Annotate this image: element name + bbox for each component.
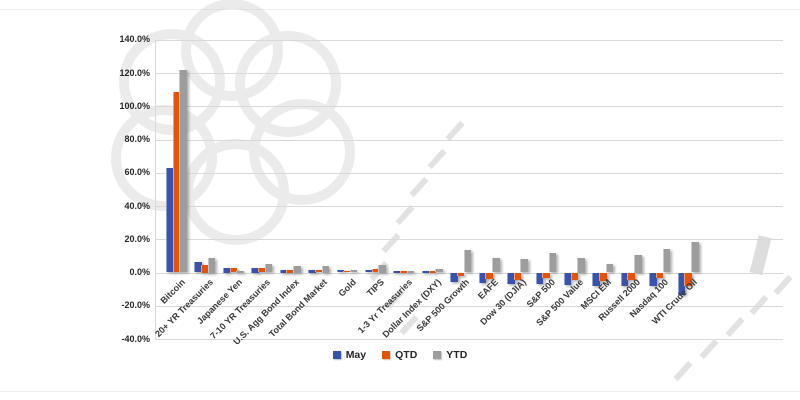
bar-ytd-1	[207, 257, 216, 273]
bar-may-16	[620, 273, 629, 286]
bar-qtd-8	[400, 271, 408, 273]
bar-qtd-5	[314, 269, 323, 273]
bar-qtd-6	[343, 270, 351, 273]
y-axis-tick-label: -20.0%	[121, 300, 150, 311]
bar-may-2	[222, 267, 231, 273]
bar-qtd-16	[627, 273, 635, 280]
bar-may-18	[677, 273, 686, 295]
bar-ytd-4	[293, 265, 301, 273]
frame-line-top	[0, 9, 800, 10]
bar-may-9	[421, 271, 430, 273]
legend-swatch-may	[332, 351, 341, 359]
bar-qtd-0	[172, 92, 181, 273]
bar-qtd-10	[456, 273, 465, 276]
y-axis-tick-label: -40.0%	[121, 333, 150, 344]
y-axis-tick-label: 140.0%	[119, 34, 150, 45]
bar-qtd-9	[428, 271, 436, 273]
y-axis-tick-label: 0.0%	[129, 267, 150, 277]
bar-may-3	[251, 267, 259, 273]
y-gridline	[155, 39, 783, 41]
bar-ytd-15	[605, 264, 614, 273]
bar-may-15	[592, 273, 600, 287]
bar-qtd-18	[684, 273, 692, 287]
bar-qtd-14	[570, 273, 579, 280]
bar-ytd-2	[236, 270, 244, 273]
y-gridline	[155, 305, 783, 307]
bar-qtd-17	[655, 273, 664, 278]
legend-item-ytd: YTD	[433, 349, 467, 361]
bar-may-7	[364, 269, 373, 273]
frame-line-bottom	[0, 391, 800, 392]
bar-qtd-3	[258, 268, 266, 273]
bar-may-0	[166, 167, 174, 273]
bar-ytd-8	[406, 270, 415, 273]
y-gridline	[155, 206, 783, 207]
bar-ytd-14	[577, 257, 585, 273]
bar-qtd-12	[513, 273, 522, 280]
y-gridline	[155, 139, 783, 141]
legend-swatch-qtd	[382, 351, 391, 359]
bar-ytd-16	[634, 255, 642, 273]
bar-may-1	[194, 261, 202, 273]
y-gridline	[155, 239, 783, 241]
y-gridline	[155, 172, 783, 174]
y-axis-tick-label: 100.0%	[119, 100, 150, 111]
bar-may-17	[649, 273, 657, 286]
bar-qtd-1	[201, 265, 209, 273]
bar-may-8	[393, 271, 401, 273]
bar-may-10	[450, 273, 458, 283]
bar-ytd-3	[264, 264, 273, 273]
y-axis-line	[155, 39, 156, 340]
y-axis-tick-label: 40.0%	[124, 200, 150, 211]
y-gridline	[155, 73, 783, 74]
bar-ytd-0	[179, 69, 187, 273]
bar-may-5	[308, 269, 316, 273]
y-gridline	[155, 272, 783, 274]
bar-ytd-17	[662, 249, 670, 273]
bar-qtd-4	[286, 269, 294, 273]
bar-ytd-11	[492, 258, 500, 273]
y-axis-tick-label: 60.0%	[124, 167, 150, 178]
bar-may-4	[279, 269, 288, 273]
bar-ytd-6	[349, 269, 358, 273]
bar-qtd-13	[542, 273, 550, 278]
bar-ytd-9	[435, 268, 443, 273]
y-axis-tick-label: 120.0%	[119, 67, 150, 78]
bar-may-6	[336, 269, 344, 273]
bar-may-11	[478, 273, 487, 283]
bar-qtd-2	[229, 268, 237, 273]
y-axis-tick-label: 80.0%	[124, 134, 150, 144]
bar-ytd-12	[520, 259, 528, 273]
legend-swatch-ytd	[433, 351, 442, 359]
bar-ytd-5	[321, 265, 329, 273]
bar-ytd-13	[548, 253, 557, 273]
y-axis-tick-label: 20.0%	[124, 233, 150, 244]
bar-may-12	[507, 273, 515, 285]
bar-qtd-15	[599, 273, 607, 281]
y-gridline	[155, 106, 783, 108]
bar-ytd-18	[691, 241, 699, 273]
bar-may-13	[535, 273, 543, 284]
legend-item-qtd: QTD	[382, 349, 417, 361]
legend-item-may: May	[332, 349, 367, 361]
legend-label: May	[345, 349, 367, 361]
bar-qtd-11	[485, 273, 493, 279]
bar-ytd-7	[378, 265, 386, 273]
y-gridline	[155, 339, 783, 340]
bar-may-14	[563, 273, 572, 285]
legend-label: QTD	[395, 349, 418, 361]
chart-legend: May QTD YTD	[55, 349, 745, 361]
bar-ytd-10	[463, 250, 472, 273]
legend-label: YTD	[446, 349, 468, 361]
